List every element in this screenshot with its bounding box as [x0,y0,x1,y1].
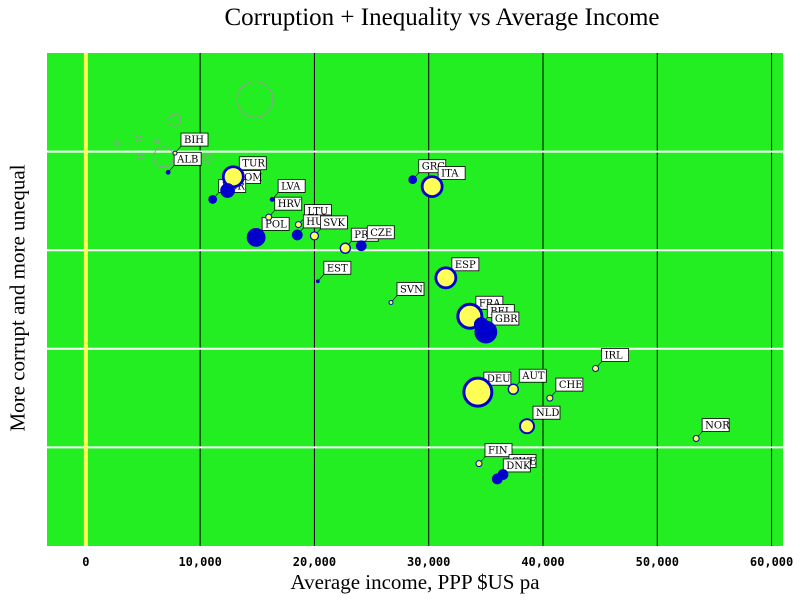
outline-circle [134,135,142,143]
point-fin[interactable] [475,460,483,468]
x-tick-label: 10,000 [178,555,221,569]
label-box-fin [484,443,513,458]
label-box-nld [532,405,561,420]
point-label-nor: NOR [705,421,730,432]
zero-income-line [83,53,88,546]
point-label-svn: SVN [400,284,423,295]
point-label-deu: DEU [487,374,511,385]
point-label-lva: LVA [281,181,301,192]
point-irl[interactable] [592,365,600,373]
point-label-fra: FRA [479,298,501,309]
point-gbr[interactable] [474,320,498,344]
point-svk[interactable] [309,231,319,241]
point-label-rom: ROM [237,173,263,184]
label-box-tur [238,156,267,171]
label-box-che [555,377,584,392]
x-tick-label: 0 [82,555,89,569]
point-label-hun: HUN [306,217,332,228]
point-hrv[interactable] [265,213,273,221]
point-label-est: EST [327,263,348,274]
point-label-ita: ITA [441,169,459,180]
x-tick-label: 50,000 [636,555,679,569]
point-est[interactable] [315,279,320,284]
point-esp[interactable] [434,266,458,290]
point-label-aut: AUT [521,371,545,382]
point-ltu[interactable] [294,221,302,229]
point-pol[interactable] [246,227,266,247]
point-nld[interactable] [519,418,535,435]
label-box-svk [320,215,348,230]
point-nor[interactable] [692,435,700,443]
point-label-grc: GRC [422,162,446,173]
point-label-dnk: DNK [506,461,531,472]
point-label-svk: SVK [323,218,345,229]
x-tick-label: 30,000 [407,555,450,569]
label-box-esp [451,257,480,272]
label-box-ita [437,166,466,181]
point-label-prt: PRT [354,230,375,241]
point-grc[interactable] [408,175,418,185]
outline-circle [236,80,274,118]
label-box-lva [277,179,306,193]
point-deu[interactable] [462,376,494,408]
x-tick-label: 20,000 [293,555,336,569]
label-box-alb [173,151,202,166]
point-bgr[interactable] [208,195,218,204]
horizontal-gridlines [47,150,783,449]
point-label-che: CHE [559,380,583,391]
x-tick-label: 40,000 [521,555,564,569]
point-che[interactable] [546,394,554,402]
label-box-nor [701,418,730,432]
label-box-dnk [502,458,531,473]
label-box-bih [180,132,209,147]
point-label-bih: BIH [184,135,204,146]
outline-circle [168,113,182,127]
label-box-gbr [491,311,520,326]
label-box-svn [396,282,425,296]
point-svn[interactable] [388,299,394,305]
point-label-cze: CZE [370,228,392,239]
label-box-aut [518,368,547,383]
label-box-hrv [274,196,303,211]
label-box-cze [366,225,395,240]
point-alb[interactable] [165,169,171,175]
point-label-irl: IRL [605,351,623,362]
point-bih[interactable] [172,150,178,156]
point-label-fin: FIN [488,446,508,457]
outline-circle [114,140,120,146]
x-tick-labels: 0 10,000 20,000 30,000 40,000 50,000 60,000 [82,555,793,569]
point-label-alb: ALB [176,154,198,165]
label-box-est [323,260,352,275]
outline-circle [203,154,213,164]
point-hun[interactable] [291,229,303,241]
point-prt[interactable] [339,242,351,254]
point-label-hrv: HRV [278,199,302,210]
point-label-gbr: GBR [495,314,518,325]
x-axis-label: Average income, PPP $US pa [290,570,540,594]
point-rom[interactable] [220,183,235,198]
x-tick-label: 60,000 [750,555,793,569]
point-cze[interactable] [355,240,367,252]
point-label-esp: ESP [455,260,476,271]
point-label-nld: NLD [536,408,559,419]
point-label-ltu: LTU [307,207,328,218]
point-ita[interactable] [420,175,444,199]
point-aut[interactable] [507,383,519,395]
outline-circle [154,138,160,144]
country-markers [165,150,700,485]
outline-circle [137,153,145,161]
country-labels: BIHALBTURROMBGRLVAHRVLTUPOLHUNSVKPRTCZEG… [167,132,730,480]
plot-area [47,53,783,546]
point-label-pol: POL [265,219,287,230]
outline-circle [153,146,175,168]
point-dnk[interactable] [491,473,503,485]
label-box-irl [601,348,629,362]
chart-title: Corruption + Inequality vs Average Incom… [224,4,660,31]
unlabeled-circles [114,80,274,168]
point-lva[interactable] [269,197,275,202]
point-label-tur: TUR [242,159,265,170]
